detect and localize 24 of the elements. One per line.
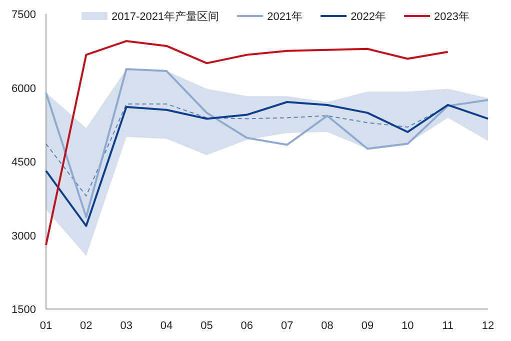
x-tick-label: 04 (160, 320, 173, 332)
x-tick-label: 06 (240, 320, 254, 332)
legend-label: 2021年 (267, 11, 303, 23)
y-tick-label: 6000 (12, 82, 36, 95)
x-tick-label: 09 (361, 320, 374, 332)
x-tick-label: 01 (40, 320, 52, 332)
line-series (45, 68, 489, 218)
x-tick-label: 10 (402, 320, 414, 332)
x-tick-label: 08 (321, 320, 334, 332)
legend-label: 2017-2021年产量区间 (111, 10, 220, 23)
line-series (45, 40, 449, 246)
y-tick-label: 1500 (12, 304, 36, 316)
legend-label: 2022年 (350, 11, 386, 23)
x-tick-label: 02 (80, 320, 92, 332)
legend-label: 2023年 (434, 11, 470, 23)
y-tick-label: 4500 (12, 156, 36, 168)
x-tick-label: 07 (280, 320, 294, 332)
x-tick-label: 12 (482, 320, 494, 332)
y-tick-label: 7500 (12, 9, 36, 21)
x-tick-label: 05 (200, 320, 213, 332)
line-series (45, 101, 489, 227)
x-tick-label: 11 (442, 320, 454, 332)
y-tick-label: 3000 (12, 230, 36, 242)
x-tick-label: 03 (120, 320, 132, 332)
